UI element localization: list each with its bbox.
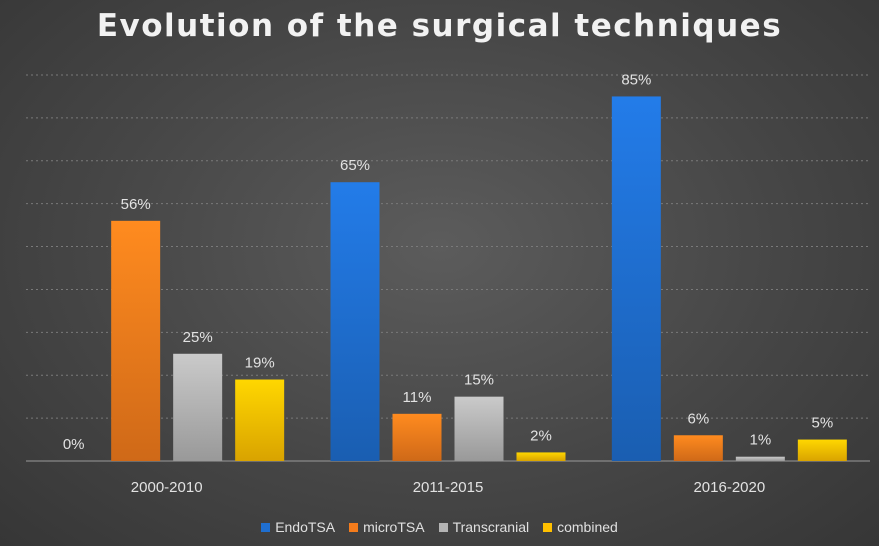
bar-microtsa-2016-2020 [673,435,723,461]
x-tick-label-2000-2010: 2000-2010 [131,479,203,496]
bar-transcranial-2016-2020 [735,456,785,461]
data-label-transcranial-2000-2010: 25% [183,329,213,346]
legend-item-microtsa: microTSA [349,519,425,535]
x-tick-label-2016-2020: 2016-2020 [693,479,765,496]
bar-microtsa-2011-2015 [392,413,442,461]
data-label-combined-2016-2020: 5% [811,415,833,432]
legend-label-combined: combined [557,519,618,535]
data-label-microtsa-2016-2020: 6% [687,410,709,427]
data-label-endotsa-2011-2015: 65% [340,157,370,174]
legend-swatch-microtsa [349,522,359,532]
legend-swatch-endotsa [261,522,271,532]
data-label-microtsa-2011-2015: 11% [403,389,432,406]
data-label-endotsa-2016-2020: 85% [621,71,651,88]
legend-item-transcranial: Transcranial [438,519,530,535]
data-label-transcranial-2011-2015: 15% [464,372,494,389]
x-tick-label-2011-2015: 2011-2015 [413,479,484,496]
legend-label-endotsa: EndoTSA [275,519,336,535]
bar-transcranial-2000-2010 [173,353,223,461]
legend-item-combined: combined [543,519,618,535]
legend-label-microtsa: microTSA [363,519,425,535]
bar-combined-2011-2015 [516,452,566,461]
legend-swatch-transcranial [438,522,448,532]
bar-endotsa-2016-2020 [611,96,661,461]
data-labels: 0% 56% 25% 19% 65% 11% 15% 2% 85% 6% 1% 5% [63,71,833,453]
bar-combined-2016-2020 [797,439,847,461]
x-tick-labels: 2000-2010 2011-2015 2016-2020 [131,479,765,496]
data-label-combined-2011-2015: 2% [530,427,552,444]
data-label-microtsa-2000-2010: 56% [121,196,151,213]
data-label-endotsa-2000-2010: 0% [63,436,85,453]
data-label-combined-2000-2010: 19% [245,355,275,372]
legend-swatch-combined [543,522,553,532]
bar-transcranial-2011-2015 [454,396,504,461]
bars [111,96,847,461]
chart-title: Evolution of the surgical techniques [96,8,783,44]
legend: EndoTSA microTSA Transcranial combined [0,519,879,535]
legend-item-endotsa: EndoTSA [261,519,335,535]
data-label-transcranial-2016-2020: 1% [749,432,771,449]
bar-combined-2000-2010 [235,379,285,461]
bar-endotsa-2011-2015 [330,182,380,461]
legend-label-transcranial: Transcranial [452,519,530,535]
bar-microtsa-2000-2010 [111,220,161,461]
gridlines [26,74,870,462]
